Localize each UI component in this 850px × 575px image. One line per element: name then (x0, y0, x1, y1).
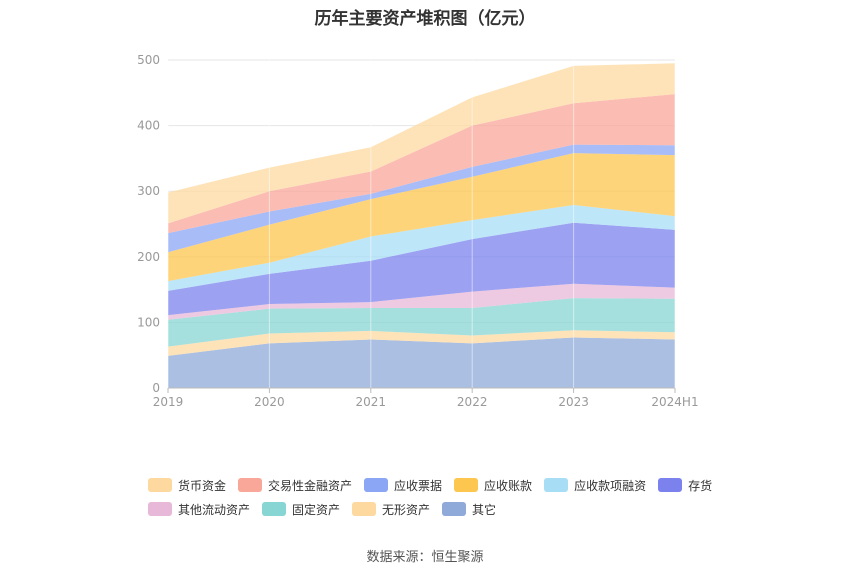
area-series-9 (168, 63, 675, 224)
legend-swatch (442, 502, 467, 516)
y-tick-label: 500 (137, 53, 160, 67)
y-tick-label: 100 (137, 315, 160, 329)
chart-canvas: 0 100 200 300 400 500 2019 2020 2021 2022 2023 2024… (137, 53, 699, 409)
legend-swatch (262, 502, 287, 516)
x-tick-label: 2019 (153, 395, 184, 409)
x-tick-label: 2020 (254, 395, 285, 409)
legend-label: 应收款项融资 (574, 478, 647, 493)
legend-item[interactable]: 存货 (658, 477, 712, 494)
legend-label: 货币资金 (178, 478, 227, 493)
stacked-areas (168, 63, 675, 388)
area-series-4 (168, 222, 675, 316)
x-tick-label: 2021 (356, 395, 387, 409)
legend-label: 其他流动资产 (178, 502, 251, 517)
legend-swatch (148, 478, 172, 492)
legend-swatch (352, 502, 377, 516)
legend-label: 应收票据 (394, 478, 443, 493)
area-series-8 (168, 94, 675, 234)
legend-item[interactable]: 应收账款 (454, 477, 532, 494)
y-tick-label: 0 (152, 381, 160, 395)
area-series-5 (168, 204, 675, 291)
area-series-3 (168, 283, 675, 320)
legend: 货币资金 交易性金融资产 应收票据 应收账款 应收款项融资 存货 其他流动资产 固定资产 无形… (148, 473, 728, 521)
legend-label: 其它 (472, 502, 497, 517)
legend-label: 存货 (688, 478, 713, 493)
area-series-2 (168, 298, 675, 347)
legend-label: 固定资产 (292, 502, 341, 517)
area-series-1 (168, 330, 675, 356)
y-tick-label: 400 (137, 119, 160, 133)
area-series-0 (168, 337, 675, 388)
legend-swatch (238, 478, 263, 492)
legend-swatch (658, 478, 683, 492)
x-tick-label: 2023 (558, 395, 589, 409)
legend-item[interactable]: 交易性金融资产 (238, 477, 352, 494)
data-source: 数据来源：恒生聚源 (366, 550, 484, 565)
legend-item[interactable]: 应收票据 (364, 477, 442, 494)
legend-item[interactable]: 固定资产 (262, 501, 340, 518)
legend-swatch (544, 478, 569, 492)
legend-row-2: 其他流动资产 固定资产 无形资产 其它 (148, 497, 728, 521)
y-tick-label: 300 (137, 184, 160, 198)
legend-label: 交易性金融资产 (268, 478, 353, 493)
legend-item[interactable]: 货币资金 (148, 477, 226, 494)
y-tick-label: 200 (137, 250, 160, 264)
legend-item[interactable]: 应收款项融资 (544, 477, 646, 494)
legend-label: 无形资产 (382, 502, 431, 517)
x-tick-label: 2022 (457, 395, 488, 409)
legend-item[interactable]: 其它 (442, 501, 496, 518)
legend-swatch (148, 502, 172, 516)
area-series-6 (168, 153, 675, 282)
legend-label: 应收账款 (484, 478, 533, 493)
legend-item[interactable]: 其他流动资产 (148, 501, 250, 518)
x-tick-label: 2024H1 (651, 395, 698, 409)
legend-swatch (364, 478, 389, 492)
legend-swatch (454, 478, 479, 492)
chart-title: 历年主要资产堆积图（亿元） (314, 9, 536, 29)
legend-item[interactable]: 无形资产 (352, 501, 430, 518)
legend-row-1: 货币资金 交易性金融资产 应收票据 应收账款 应收款项融资 存货 (148, 473, 728, 497)
axes: 0 100 200 300 400 500 2019 2020 2021 2022 2023 2024… (137, 53, 699, 409)
